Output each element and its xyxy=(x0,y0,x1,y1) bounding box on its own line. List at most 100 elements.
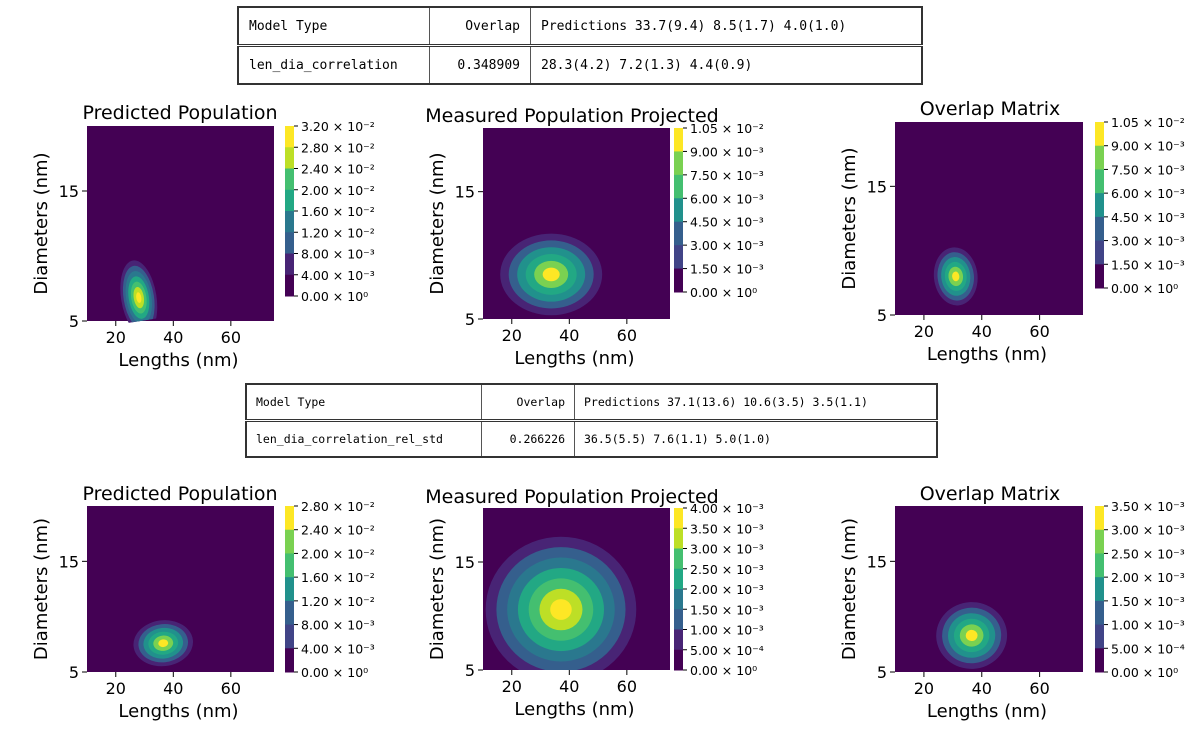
chart-title: Measured Population Projected xyxy=(425,105,718,127)
contour-level xyxy=(136,292,142,303)
colorbar-segment xyxy=(674,528,683,549)
colorbar-label: 1.00 × 10⁻³ xyxy=(1111,618,1185,633)
colorbar-label: 0.00 × 10⁰ xyxy=(1111,665,1178,680)
colorbar-label: 2.40 × 10⁻² xyxy=(301,523,375,538)
x-tick-label: 40 xyxy=(163,328,183,347)
colorbar-label: 2.40 × 10⁻² xyxy=(301,162,375,177)
colorbar-label: 1.20 × 10⁻² xyxy=(301,594,375,609)
colorbar-label: 4.00 × 10⁻³ xyxy=(690,501,764,516)
colorbar-label: 1.50 × 10⁻³ xyxy=(690,602,764,617)
chart-title: Predicted Population xyxy=(82,102,277,124)
colorbar-segment xyxy=(285,147,294,169)
x-tick-label: 20 xyxy=(106,328,126,347)
colorbar-label: 1.05 × 10⁻² xyxy=(690,121,764,136)
colorbar-segment xyxy=(674,508,683,529)
colorbar-label: 1.50 × 10⁻³ xyxy=(1111,257,1185,272)
colorbar-label: 1.60 × 10⁻² xyxy=(301,570,375,585)
y-tick-label: 15 xyxy=(59,552,79,571)
header-model-type: Model Type xyxy=(237,6,430,47)
colorbar-label: 4.50 × 10⁻³ xyxy=(1111,210,1185,225)
x-tick-label: 20 xyxy=(502,677,522,696)
x-axis-label: Lengths (nm) xyxy=(118,701,238,722)
colorbar-segment xyxy=(674,649,683,671)
colorbar-segment xyxy=(674,245,683,270)
y-axis-label: Diameters (nm) xyxy=(427,518,448,660)
colorbar-segment xyxy=(674,128,683,152)
chart-panel-2: Measured Population Projected 20 40 60 5 15 Le… xyxy=(425,105,764,369)
colorbar-segment xyxy=(285,168,294,191)
x-tick-label: 60 xyxy=(617,326,637,345)
table-header-row: Model Type Overlap Predictions 37.1(13.6… xyxy=(245,383,938,422)
colorbar-label: 2.00 × 10⁻² xyxy=(301,183,375,198)
cell-predictions: 36.5(5.5) 7.6(1.1) 5.0(1.0) xyxy=(574,420,938,458)
x-axis-label: Lengths (nm) xyxy=(927,701,1047,722)
colorbar-label: 1.60 × 10⁻² xyxy=(301,204,375,219)
colorbar-segment xyxy=(674,151,683,176)
x-tick-label: 40 xyxy=(559,677,579,696)
cell-overlap: 0.266226 xyxy=(481,420,575,458)
colorbar-segment xyxy=(674,221,683,246)
colorbar-label: 3.20 × 10⁻² xyxy=(301,119,375,134)
y-tick-label: 5 xyxy=(877,663,887,682)
header-overlap: Overlap xyxy=(429,6,531,47)
contour-level xyxy=(542,267,560,282)
y-axis-label: Diameters (nm) xyxy=(839,518,860,660)
x-tick-label: 60 xyxy=(1029,322,1049,341)
colorbar-segment xyxy=(674,629,683,651)
x-axis-label: Lengths (nm) xyxy=(514,699,634,720)
results-table-1: Model Type Overlap Predictions 33.7(9.4)… xyxy=(237,6,923,85)
y-tick-label: 15 xyxy=(455,553,475,572)
x-axis-label: Lengths (nm) xyxy=(927,344,1047,365)
colorbar-segment xyxy=(674,589,683,610)
colorbar-segment xyxy=(285,232,294,254)
colorbar-label: 4.50 × 10⁻³ xyxy=(690,215,764,230)
colorbar-label: 4.00 × 10⁻³ xyxy=(301,268,375,283)
contour-level xyxy=(965,629,978,642)
colorbar-label: 0.00 × 10⁰ xyxy=(690,285,757,300)
colorbar-segment xyxy=(674,174,683,199)
cell-model-type: len_dia_correlation_rel_std xyxy=(245,420,482,458)
header-predictions: Predictions 33.7(9.4) 8.5(1.7) 4.0(1.0) xyxy=(530,6,923,47)
y-axis-label: Diameters (nm) xyxy=(427,152,448,294)
x-tick-label: 40 xyxy=(163,679,183,698)
colorbar-segment xyxy=(285,211,294,233)
colorbar-label: 2.00 × 10⁻³ xyxy=(1111,570,1185,585)
colorbar-label: 2.00 × 10⁻³ xyxy=(690,582,764,597)
colorbar-label: 9.00 × 10⁻³ xyxy=(690,144,764,159)
colorbar-label: 9.00 × 10⁻³ xyxy=(1111,139,1185,154)
y-axis-label: Diameters (nm) xyxy=(839,147,860,289)
x-tick-label: 20 xyxy=(914,322,934,341)
colorbar-segment xyxy=(285,553,294,578)
colorbar-label: 6.00 × 10⁻³ xyxy=(1111,186,1185,201)
colorbar-label: 0.00 × 10⁰ xyxy=(301,289,368,304)
colorbar-label: 0.00 × 10⁰ xyxy=(1111,281,1178,296)
colorbar-segment xyxy=(1095,122,1104,147)
contour-level xyxy=(550,599,572,620)
x-axis-label: Lengths (nm) xyxy=(514,348,634,369)
colorbar-label: 6.00 × 10⁻³ xyxy=(690,191,764,206)
colorbar-label: 2.80 × 10⁻² xyxy=(301,140,375,155)
y-tick-label: 15 xyxy=(455,183,475,202)
table-header-row: Model Type Overlap Predictions 33.7(9.4)… xyxy=(237,6,923,47)
colorbar-label: 0.00 × 10⁰ xyxy=(690,663,757,678)
colorbar-label: 2.80 × 10⁻² xyxy=(301,499,375,514)
colorbar-segment xyxy=(1095,145,1104,170)
cell-overlap: 0.348909 xyxy=(429,45,531,85)
colorbar-label: 7.50 × 10⁻³ xyxy=(1111,162,1185,177)
colorbar-label: 3.00 × 10⁻³ xyxy=(690,542,764,557)
colorbar-label: 2.50 × 10⁻³ xyxy=(1111,546,1185,561)
colorbar-label: 7.50 × 10⁻³ xyxy=(690,168,764,183)
colorbar-segment xyxy=(674,548,683,570)
colorbar-segment xyxy=(1095,193,1104,218)
colorbar-segment xyxy=(1095,624,1104,649)
x-tick-label: 60 xyxy=(1029,679,1049,698)
colorbar-label: 0.00 × 10⁰ xyxy=(301,665,368,680)
colorbar-label: 1.50 × 10⁻³ xyxy=(690,262,764,277)
x-tick-label: 20 xyxy=(106,679,126,698)
x-axis-label: Lengths (nm) xyxy=(118,350,238,371)
x-tick-label: 40 xyxy=(559,326,579,345)
x-tick-label: 40 xyxy=(972,679,992,698)
colorbar-label: 3.50 × 10⁻³ xyxy=(1111,499,1185,514)
x-tick-label: 60 xyxy=(221,679,241,698)
